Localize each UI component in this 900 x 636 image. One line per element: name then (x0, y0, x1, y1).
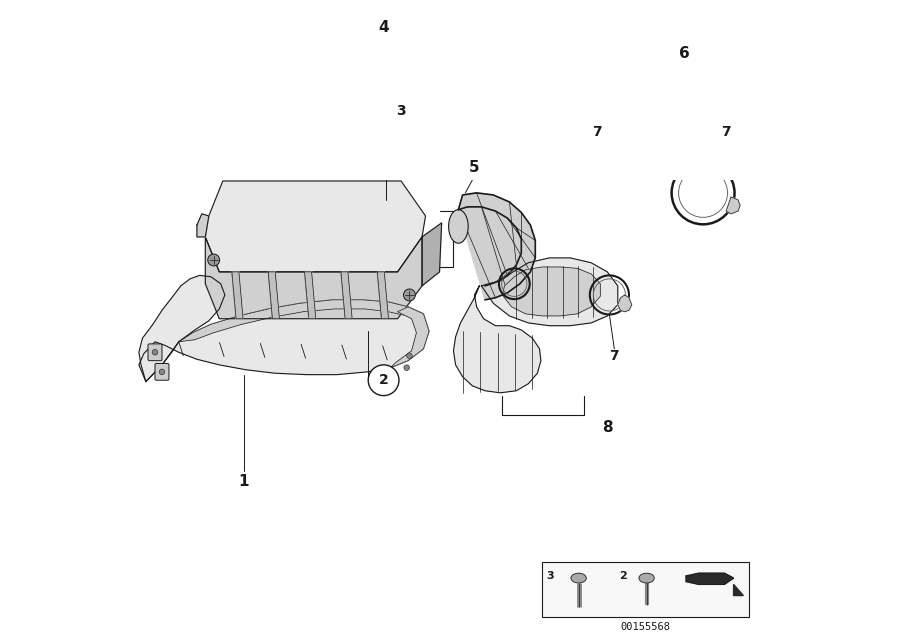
Polygon shape (197, 214, 209, 237)
Polygon shape (179, 300, 423, 342)
Circle shape (159, 369, 165, 375)
Circle shape (686, 93, 711, 119)
Polygon shape (686, 573, 733, 584)
Ellipse shape (639, 573, 654, 583)
Polygon shape (341, 272, 352, 319)
Polygon shape (482, 258, 617, 326)
Circle shape (208, 254, 220, 266)
Text: 7: 7 (592, 125, 601, 139)
Text: 8: 8 (602, 420, 613, 435)
Polygon shape (602, 74, 668, 139)
Circle shape (386, 95, 417, 127)
FancyBboxPatch shape (148, 344, 162, 361)
Circle shape (152, 349, 158, 355)
Bar (596, 60, 749, 169)
Polygon shape (139, 300, 429, 382)
Circle shape (404, 365, 410, 370)
Text: 7: 7 (721, 125, 731, 139)
FancyBboxPatch shape (155, 363, 169, 380)
Ellipse shape (571, 573, 586, 583)
Polygon shape (205, 181, 426, 272)
Ellipse shape (617, 85, 653, 127)
Polygon shape (139, 275, 225, 382)
Bar (543, 562, 749, 616)
Text: 6: 6 (679, 46, 689, 60)
Polygon shape (377, 272, 389, 319)
Polygon shape (391, 307, 429, 368)
Circle shape (368, 365, 399, 396)
Ellipse shape (448, 210, 468, 243)
Polygon shape (268, 272, 279, 319)
Text: 2: 2 (379, 373, 389, 387)
Circle shape (403, 289, 416, 301)
Polygon shape (675, 67, 721, 146)
Polygon shape (304, 272, 316, 319)
Polygon shape (458, 193, 536, 300)
Text: 7: 7 (609, 349, 619, 363)
Polygon shape (726, 197, 740, 214)
Polygon shape (728, 74, 756, 141)
Polygon shape (205, 237, 422, 319)
Text: 5: 5 (469, 160, 480, 174)
Circle shape (407, 353, 412, 359)
Text: 2: 2 (618, 570, 626, 581)
Polygon shape (502, 267, 600, 316)
Polygon shape (734, 584, 743, 595)
Text: 1: 1 (238, 474, 249, 489)
Polygon shape (454, 286, 541, 393)
Polygon shape (617, 295, 632, 312)
Text: 00155568: 00155568 (620, 622, 670, 632)
Text: 4: 4 (378, 20, 389, 35)
Polygon shape (422, 223, 442, 286)
Ellipse shape (622, 91, 649, 121)
Text: 3: 3 (396, 104, 406, 118)
Text: 3: 3 (546, 570, 554, 581)
Polygon shape (232, 272, 243, 319)
